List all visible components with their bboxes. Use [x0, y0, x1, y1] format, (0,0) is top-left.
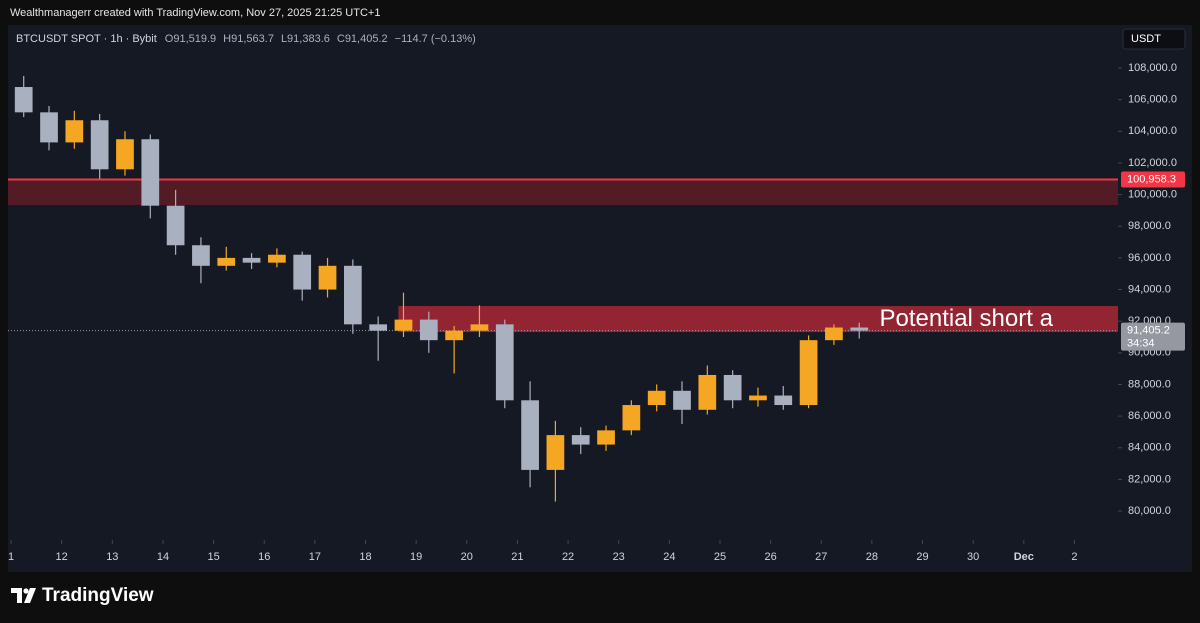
- candle-body: [116, 139, 134, 170]
- x-tick-label: 22: [562, 551, 574, 563]
- logo-icon: [11, 588, 36, 603]
- x-tick-label: 12: [56, 551, 68, 563]
- y-tick-label: 86,000.0: [1128, 410, 1171, 422]
- candle-body: [774, 395, 793, 406]
- last-price-label-bg: [1121, 322, 1185, 351]
- candle-body: [166, 205, 185, 246]
- candle-body: [65, 120, 84, 143]
- candle-body: [192, 245, 210, 266]
- legend-bar: BTCUSDT SPOT · 1h · Bybit O91,519.9 H91,56…: [16, 33, 476, 45]
- x-tick-label: 1: [8, 551, 14, 563]
- candle-body: [242, 257, 261, 263]
- x-tick-label: 26: [764, 551, 776, 563]
- candle-body: [40, 112, 58, 143]
- legend-text: O91,519.9: [165, 33, 216, 45]
- price-line-label-bg: [1121, 171, 1185, 188]
- x-tick-label: 16: [258, 551, 270, 563]
- candle-body: [749, 395, 767, 401]
- candle-body: [141, 139, 160, 206]
- chart-panel: [8, 25, 1192, 572]
- y-tick-label: 94,000.0: [1128, 283, 1171, 295]
- credit: Wealthmanagerr created with TradingView.…: [10, 7, 380, 19]
- candle-body: [293, 254, 312, 290]
- legend-text: −114.7 (−0.13%): [395, 33, 476, 45]
- logo-text: TradingView: [42, 585, 154, 606]
- candle-body: [495, 324, 514, 401]
- candle-body: [546, 435, 565, 470]
- axes: 80,000.0 82,000.0 84,000.0 86,000.0 88,000.0…: [8, 62, 1185, 563]
- x-tick-label: Dec: [1014, 551, 1034, 563]
- candle-body: [850, 327, 869, 331]
- currency-button[interactable]: [1122, 28, 1186, 50]
- x-tick-label: 20: [461, 551, 473, 563]
- candle-body: [268, 254, 286, 263]
- x-tick-label: 30: [967, 551, 979, 563]
- candle-body: [394, 319, 413, 331]
- x-tick-label: 15: [207, 551, 219, 563]
- candle-body: [470, 324, 489, 331]
- y-tick-label: 96,000.0: [1128, 252, 1171, 264]
- legend-text: C91,405.2: [337, 33, 388, 45]
- x-tick-label: 28: [866, 551, 878, 563]
- y-tick-label: 102,000.0: [1128, 157, 1177, 169]
- y-tick-label: 104,000.0: [1128, 125, 1177, 137]
- logo-shape: [11, 588, 22, 603]
- candle-body: [597, 430, 615, 445]
- plot: Potential short a: [8, 75, 1118, 502]
- candle-body: [419, 319, 438, 341]
- x-tick-label: 14: [157, 551, 169, 563]
- x-tick-label: 29: [916, 551, 928, 563]
- candle-body: [723, 374, 742, 401]
- candle-body: [647, 390, 666, 406]
- candle-body: [673, 390, 691, 410]
- x-tick-label: 2: [1071, 551, 1077, 563]
- y-tick-label: 80,000.0: [1128, 505, 1171, 517]
- x-tick-label: 24: [663, 551, 675, 563]
- y-tick-label: 106,000.0: [1128, 94, 1177, 106]
- candle-body: [369, 324, 388, 331]
- logo-shape: [24, 588, 36, 603]
- x-tick-label: 23: [613, 551, 625, 563]
- candle-body: [622, 405, 641, 431]
- x-tick-label: 27: [815, 551, 827, 563]
- currency[interactable]: USDT: [1131, 33, 1161, 45]
- price-line-label: 100,958.3: [1127, 173, 1176, 185]
- candle-body: [698, 374, 717, 410]
- x-tick-label: 18: [359, 551, 371, 563]
- y-tick-label: 82,000.0: [1128, 473, 1171, 485]
- y-tick-label: 108,000.0: [1128, 62, 1177, 74]
- y-tick-label: 84,000.0: [1128, 442, 1171, 454]
- y-tick-label: 100,000.0: [1128, 189, 1177, 201]
- candle-body: [318, 265, 337, 290]
- candle-body: [799, 340, 818, 406]
- legend-text: H91,563.7: [223, 33, 274, 45]
- candle-body: [445, 330, 463, 341]
- candle-body: [217, 257, 236, 266]
- last-price-label: 91,405.2: [1127, 325, 1170, 337]
- candle-body: [14, 87, 33, 113]
- legend-text: L91,383.6: [281, 33, 330, 45]
- logo-shape: [23, 588, 29, 594]
- y-tick-label: 88,000.0: [1128, 378, 1171, 390]
- zone: [398, 306, 1118, 333]
- candle-body: [343, 265, 362, 325]
- x-tick-label: 25: [714, 551, 726, 563]
- zone: [8, 179, 1118, 206]
- x-tick-label: 17: [309, 551, 321, 563]
- x-tick-label: 19: [410, 551, 422, 563]
- x-tick-label: 21: [511, 551, 523, 563]
- y-tick-label: 98,000.0: [1128, 220, 1171, 232]
- legend-text: BTCUSDT SPOT · 1h · Bybit: [16, 33, 157, 45]
- x-tick-label: 13: [106, 551, 118, 563]
- candle-body: [90, 120, 109, 170]
- candle-body: [825, 327, 843, 341]
- annotation: Potential short a: [879, 305, 1053, 332]
- candle-body: [521, 400, 539, 470]
- candle-body: [571, 435, 590, 445]
- countdown: 34:34: [1127, 338, 1155, 350]
